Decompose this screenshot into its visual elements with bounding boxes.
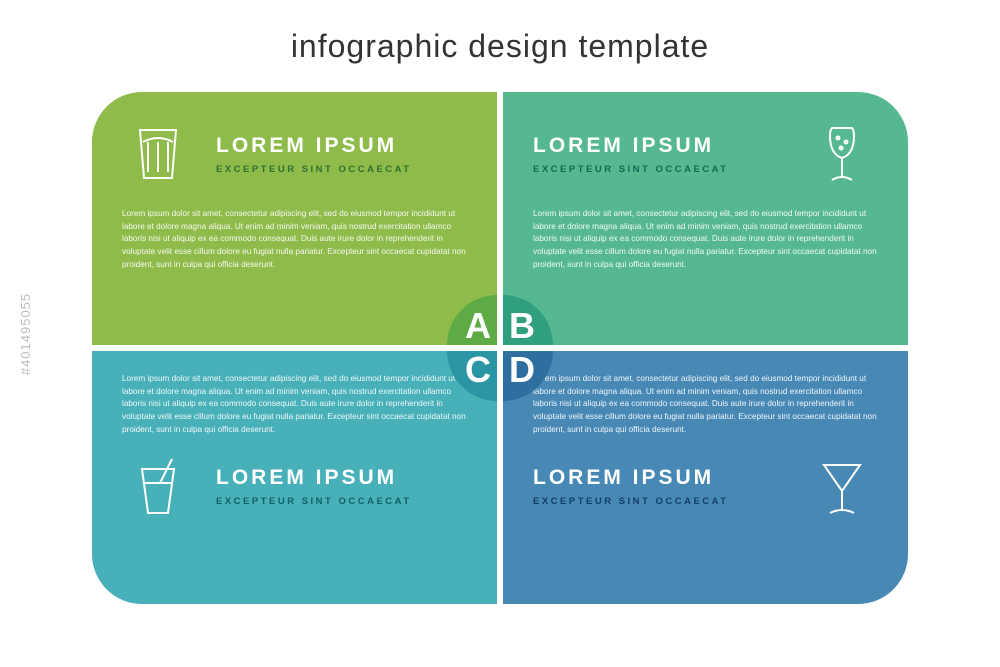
panel-c-title: LOREM IPSUM — [216, 466, 467, 490]
panel-b-body: Lorem ipsum dolor sit amet, consectetur … — [503, 208, 908, 292]
panel-a-body: Lorem ipsum dolor sit amet, consectetur … — [92, 208, 497, 292]
page-title: infographic design template — [0, 28, 1000, 65]
panel-a-title: LOREM IPSUM — [216, 134, 467, 158]
badge-b: B — [503, 295, 553, 345]
panel-d: Lorem ipsum dolor sit amet, consectetur … — [503, 351, 908, 604]
juice-straw-icon — [122, 451, 194, 523]
infographic-grid: LOREM IPSUM EXCEPTEUR SINT OCCAECAT Lore… — [92, 92, 908, 604]
panel-a: LOREM IPSUM EXCEPTEUR SINT OCCAECAT Lore… — [92, 92, 497, 345]
panel-c-subtitle: EXCEPTEUR SINT OCCAECAT — [216, 496, 467, 507]
panel-d-title: LOREM IPSUM — [533, 466, 784, 490]
panel-c-header: LOREM IPSUM EXCEPTEUR SINT OCCAECAT — [92, 437, 497, 549]
watermark: #401495055 — [18, 292, 33, 374]
panel-d-body: Lorem ipsum dolor sit amet, consectetur … — [503, 351, 908, 437]
panel-a-header: LOREM IPSUM EXCEPTEUR SINT OCCAECAT — [92, 92, 497, 208]
panel-b: LOREM IPSUM EXCEPTEUR SINT OCCAECAT Lore… — [503, 92, 908, 345]
panel-c: Lorem ipsum dolor sit amet, consectetur … — [92, 351, 497, 604]
panel-b-subtitle: EXCEPTEUR SINT OCCAECAT — [533, 164, 784, 175]
panel-b-header: LOREM IPSUM EXCEPTEUR SINT OCCAECAT — [503, 92, 908, 208]
panel-d-subtitle: EXCEPTEUR SINT OCCAECAT — [533, 496, 784, 507]
badge-a: A — [447, 295, 497, 345]
martini-glass-icon — [806, 451, 878, 523]
panel-c-body: Lorem ipsum dolor sit amet, consectetur … — [92, 351, 497, 437]
panel-d-header: LOREM IPSUM EXCEPTEUR SINT OCCAECAT — [503, 437, 908, 549]
panel-b-title: LOREM IPSUM — [533, 134, 784, 158]
glass-tumbler-icon — [122, 118, 194, 190]
panel-a-subtitle: EXCEPTEUR SINT OCCAECAT — [216, 164, 467, 175]
wine-glass-icon — [806, 118, 878, 190]
